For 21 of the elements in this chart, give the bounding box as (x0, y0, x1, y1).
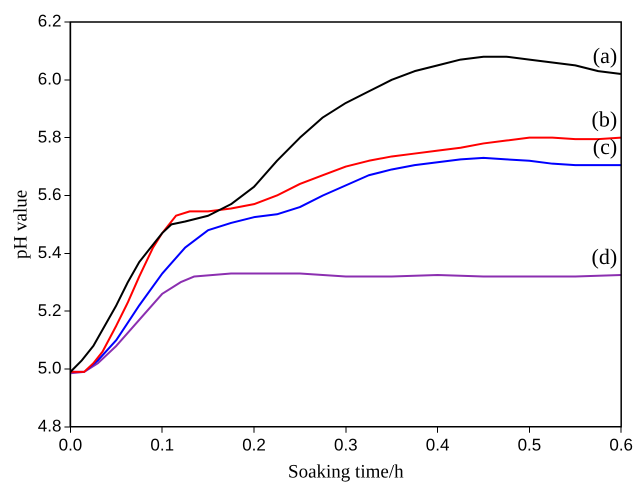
x-tick-label: 0.3 (334, 436, 358, 455)
y-tick-label: 5.6 (38, 185, 62, 204)
y-tick-label: 6.0 (38, 70, 62, 89)
y-tick-label: 5.4 (38, 243, 62, 262)
series-label: (b) (592, 106, 618, 132)
x-tick-label: 0.0 (58, 436, 82, 455)
y-tick-label: 4.8 (38, 416, 62, 436)
x-tick-label: 0.1 (150, 436, 174, 455)
x-tick-label: 0.5 (518, 436, 542, 455)
series-label: (c) (592, 134, 618, 159)
x-tick-label: 0.4 (426, 436, 450, 455)
y-tick-label: 5.2 (38, 300, 62, 320)
y-tick-label: 5.0 (38, 358, 62, 378)
x-tick-label: 0.2 (242, 436, 266, 455)
y-axis-title: pH value (10, 190, 32, 259)
y-tick-label: 6.2 (38, 12, 62, 31)
series-label: (a) (592, 42, 618, 68)
series-label: (d) (592, 244, 618, 269)
x-tick-label: 0.6 (609, 436, 634, 455)
x-axis-title: Soaking time/h (288, 462, 404, 483)
y-tick-label: 5.8 (38, 127, 62, 146)
